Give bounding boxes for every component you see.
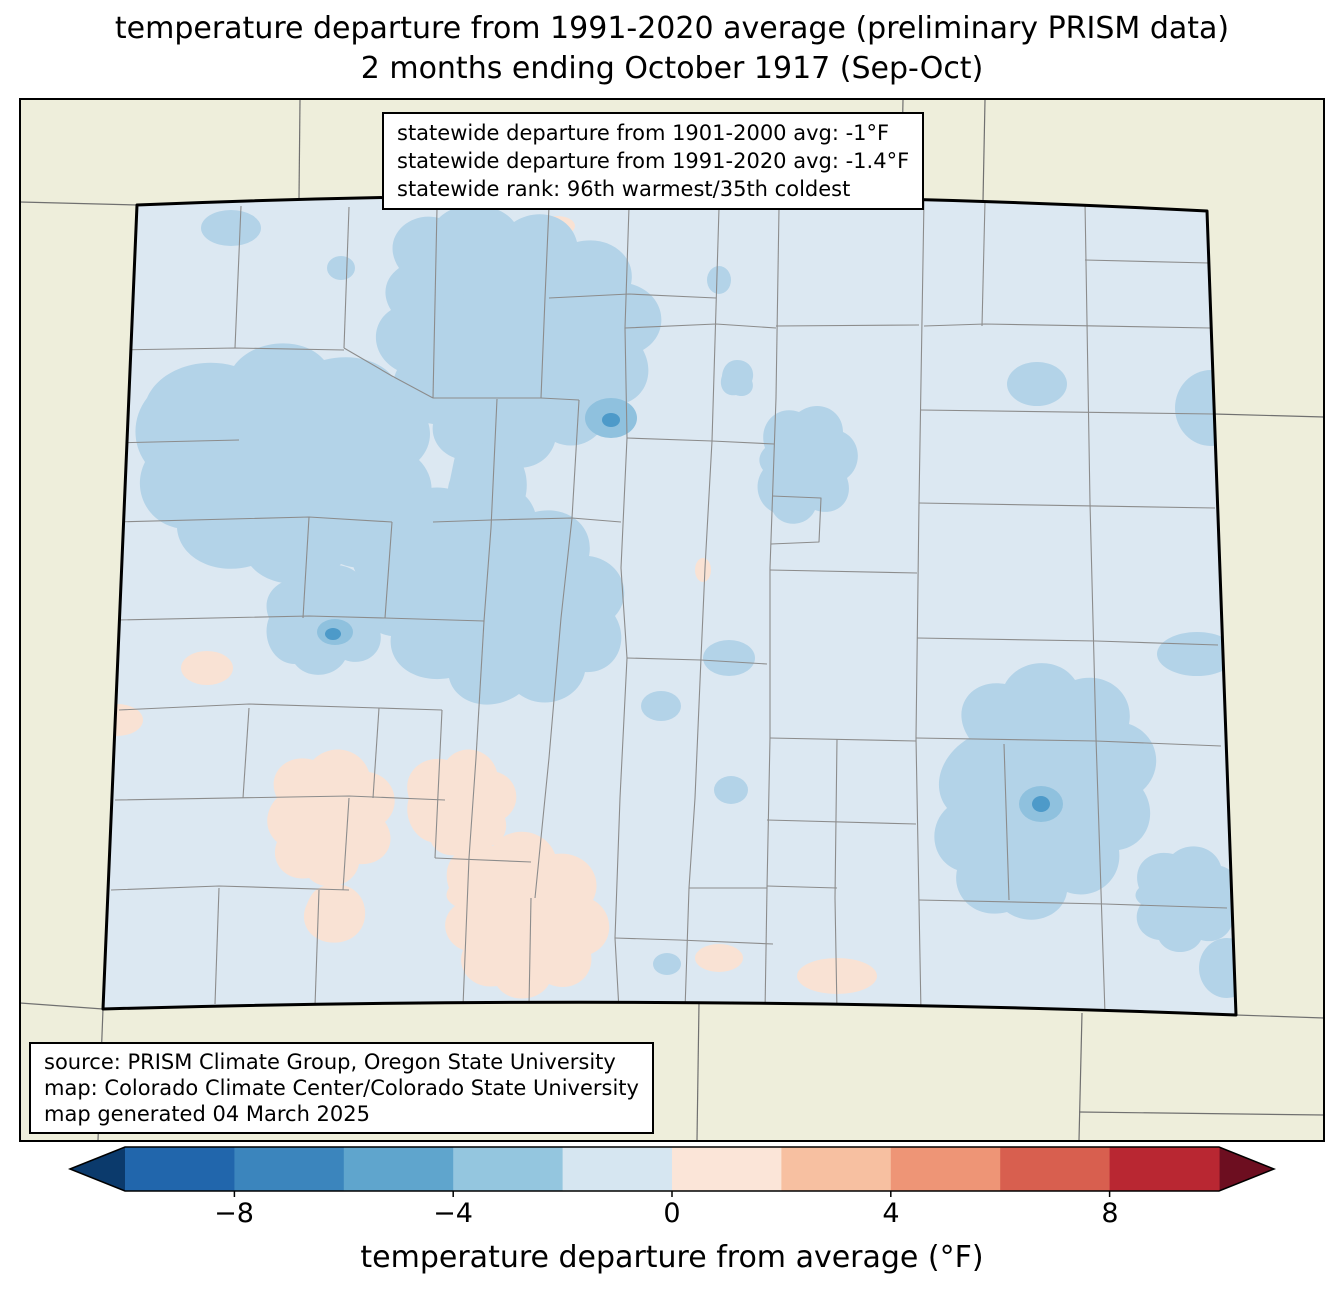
colorado-map-svg: [19, 98, 1325, 1142]
cool-anomaly-patches: [135, 204, 1236, 998]
colorbar-segments: [125, 1147, 1220, 1191]
map-figure: statewide departure from 1901-2000 avg: …: [19, 98, 1325, 1142]
source-line-3: map generated 04 March 2025: [44, 1102, 371, 1126]
coldest-spots: [325, 413, 1050, 812]
colorbar-tick-label: 8: [1101, 1198, 1119, 1229]
source-line-1: source: PRISM Climate Group, Oregon Stat…: [44, 1050, 616, 1074]
colorbar-tick-label: −4: [433, 1198, 473, 1229]
colorbar-right-arrow: [1219, 1147, 1274, 1191]
source-credit-box: source: PRISM Climate Group, Oregon Stat…: [29, 1042, 654, 1134]
stats-line-3: statewide rank: 96th warmest/35th coldes…: [397, 177, 851, 201]
map-title-line1: temperature departure from 1991-2020 ave…: [114, 11, 1230, 46]
colorbar-svg: [67, 1146, 1277, 1197]
colorbar: [19, 1144, 1325, 1200]
colorbar-tick-marks: [233, 1191, 1111, 1197]
colorbar-tick-label: 4: [882, 1198, 900, 1229]
colorado-interior: [103, 195, 1236, 1015]
stats-line-2: statewide departure from 1991-2020 avg: …: [397, 149, 910, 173]
map-title-line2: 2 months ending October 1917 (Sep-Oct): [360, 51, 984, 86]
colorbar-tick-label: −8: [214, 1198, 254, 1229]
colorbar-axis-label: temperature departure from average (°F): [360, 1240, 984, 1275]
county-boundaries: [110, 198, 1228, 1015]
source-line-2: map: Colorado Climate Center/Colorado St…: [44, 1076, 639, 1100]
colorbar-outline: [67, 1146, 1277, 1192]
colorbar-left-arrow: [70, 1147, 125, 1191]
colorbar-tick-label: 0: [663, 1198, 681, 1229]
statewide-stats-box: statewide departure from 1901-2000 avg: …: [382, 112, 925, 210]
map-frame: [19, 98, 1325, 1142]
stats-line-1: statewide departure from 1901-2000 avg: …: [397, 121, 890, 145]
